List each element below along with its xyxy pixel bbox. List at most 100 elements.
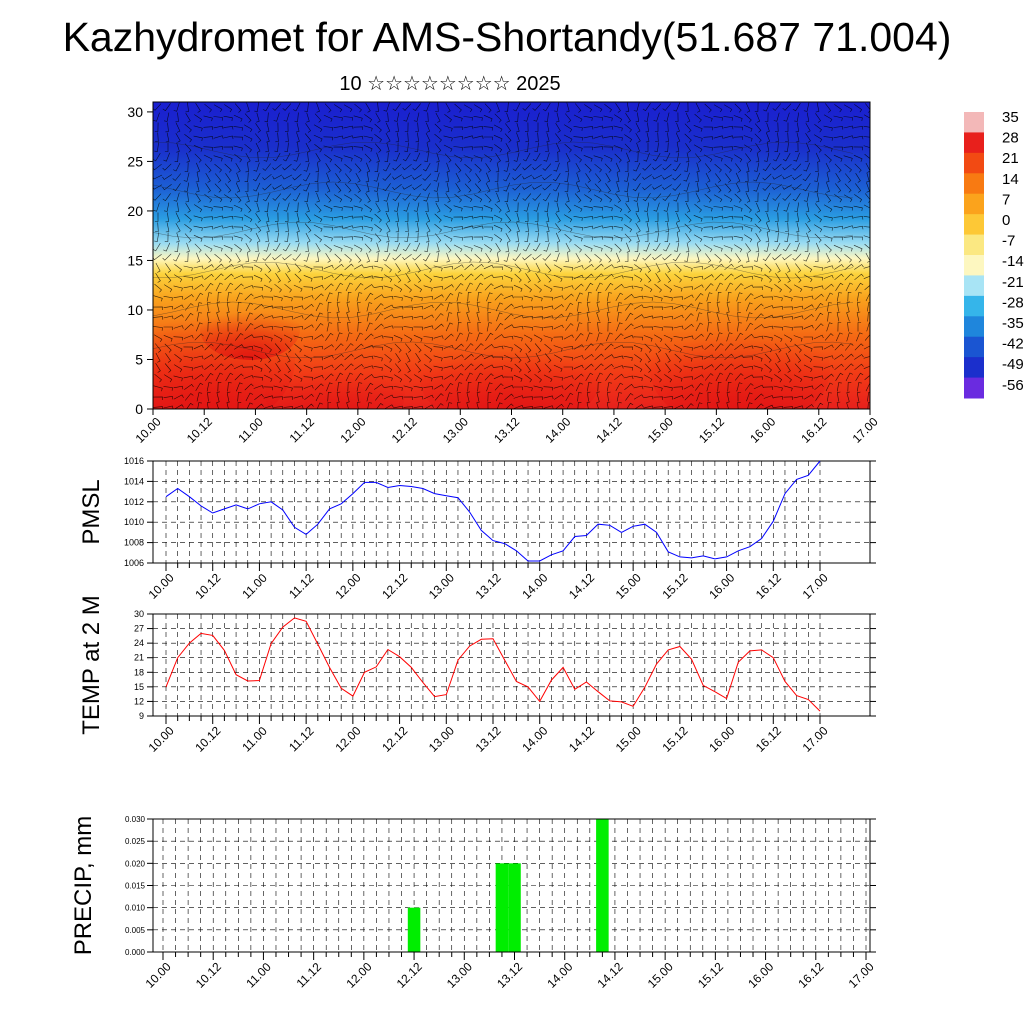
- x-tick-label: 13.00: [440, 414, 471, 445]
- colorbar-label: -49: [1002, 356, 1024, 373]
- y-axis-label: PMSL: [78, 479, 105, 544]
- panel-frame: [152, 818, 871, 953]
- x-tick-label: 13.12: [473, 723, 504, 754]
- x-tick-label: 13.00: [444, 959, 475, 990]
- y-tick-label: 15: [127, 252, 143, 268]
- x-tick-label: 14.00: [519, 570, 550, 601]
- x-tick-label: 10.12: [193, 959, 224, 990]
- x-tick-label: 15.00: [645, 959, 676, 990]
- panel-frame: [152, 460, 871, 564]
- y-tick-label: 1006: [124, 558, 144, 568]
- x-tick-label: 14.12: [566, 570, 597, 601]
- x-tick-label: 17.00: [850, 414, 881, 445]
- contour-line: [153, 221, 854, 239]
- y-tick-label: 0.020: [125, 859, 146, 868]
- y-tick-label: 21: [134, 653, 144, 663]
- colorbar-label: -7: [1002, 233, 1015, 250]
- colorbar-swatch: [964, 193, 984, 215]
- x-tick-label: 14.12: [566, 723, 597, 754]
- warm-region: [265, 355, 405, 409]
- precip-bar: [495, 863, 509, 952]
- temp-panel: 9 12 15 18 21 24 27 30 10.00 10.12 11.00 11.12 12.00…: [78, 595, 876, 755]
- y-tick-label: 0.015: [125, 882, 146, 891]
- colorbar: 35 28 21 14 7 0 -7 -14 -21 -28 -35 -42 -49 -56: [964, 109, 1024, 399]
- x-tick-label: 16.12: [753, 570, 784, 601]
- y-tick-label: 0.010: [125, 904, 146, 913]
- y-tick-label: 20: [127, 203, 143, 219]
- contour-line: [153, 181, 854, 199]
- colorbar-label: -42: [1002, 336, 1024, 353]
- warm-region: [200, 300, 300, 360]
- x-tick-label: 16.00: [747, 414, 778, 445]
- y-tick-label: 12: [134, 696, 144, 706]
- colorbar-swatch: [964, 234, 984, 256]
- y-tick-label: 30: [127, 104, 143, 120]
- wind-barb-set: [153, 102, 870, 409]
- y-tick-label: 0.000: [125, 948, 146, 957]
- y-tick-label: 18: [134, 667, 144, 677]
- contour-line: [153, 261, 854, 279]
- warm-region: [420, 330, 600, 409]
- x-tick-label: 10.00: [133, 414, 164, 445]
- warm-region: [650, 310, 830, 409]
- colorbar-swatch: [964, 275, 984, 297]
- y-tick-label: 1012: [124, 497, 144, 507]
- x-tick-label: 15.12: [659, 723, 690, 754]
- y-tick-label: 1014: [124, 476, 144, 486]
- x-tick-label: 11.12: [286, 571, 317, 602]
- x-tick-label: 13.12: [473, 570, 504, 601]
- precip-bar: [508, 863, 521, 952]
- x-tick-label: 10.00: [146, 723, 177, 754]
- y-tick-label: 0: [135, 401, 143, 417]
- x-tick-label: 11.12: [286, 724, 317, 755]
- x-tick-label: 16.12: [798, 414, 829, 445]
- y-tick-label: 0.030: [125, 815, 146, 824]
- y-tick-label: 25: [127, 153, 143, 169]
- x-tick-label: 13.00: [426, 723, 457, 754]
- x-tick-label: 15.12: [695, 959, 726, 990]
- colorbar-label: -21: [1002, 274, 1024, 291]
- x-tick-label: 15.00: [613, 723, 644, 754]
- x-tick-label: 15.12: [659, 570, 690, 601]
- x-tick-label: 12.12: [379, 570, 410, 601]
- x-tick-label: 16.00: [745, 959, 776, 990]
- pmsl-panel: 1006 1008 1010 1012 1014 1016 10.00 10.12 11.00 1…: [78, 456, 876, 602]
- colorbar-label: -56: [1002, 377, 1024, 394]
- series-line: [165, 460, 821, 562]
- y-tick-label: 1016: [124, 456, 144, 466]
- colorbar-swatch: [964, 357, 984, 379]
- colorbar-swatch: [964, 295, 984, 317]
- y-tick-label: 30: [134, 609, 144, 619]
- x-tick-label: 10.00: [146, 570, 177, 601]
- x-tick-label: 17.00: [800, 570, 831, 601]
- x-tick-label: 15.00: [645, 414, 676, 445]
- x-tick-label: 14.00: [542, 414, 573, 445]
- colorbar-swatch: [964, 316, 984, 338]
- contour-line: [153, 341, 854, 359]
- y-tick-label: 0.025: [125, 837, 146, 846]
- colorbar-swatch: [964, 336, 984, 358]
- y-tick-label: 1008: [124, 538, 144, 548]
- y-tick-label: 27: [134, 624, 144, 634]
- x-tick-label: 16.00: [706, 570, 737, 601]
- x-tick-label: 15.12: [696, 414, 727, 445]
- colorbar-swatch: [964, 152, 984, 174]
- x-tick-label: 16.12: [795, 959, 826, 990]
- x-tick-label: 13.00: [426, 570, 457, 601]
- x-tick-label: 12.00: [343, 959, 374, 990]
- x-tick-label: 17.00: [846, 959, 877, 990]
- colorbar-label: -35: [1002, 315, 1024, 332]
- y-tick-label: 9: [139, 711, 144, 721]
- chart-title: Kazhydromet for AMS-Shortandy(51.687 71.…: [62, 14, 952, 60]
- x-tick-label: 12.00: [332, 570, 363, 601]
- colorbar-swatch: [964, 214, 984, 236]
- x-tick-label: 16.12: [753, 723, 784, 754]
- x-tick-label: 10.12: [192, 570, 223, 601]
- series-line: [165, 617, 821, 712]
- x-tick-label: 11.00: [239, 571, 270, 602]
- contour-line: [153, 141, 854, 159]
- precip-bar: [407, 907, 421, 952]
- colorbar-label: 21: [1002, 150, 1019, 167]
- colorbar-swatch: [964, 132, 984, 154]
